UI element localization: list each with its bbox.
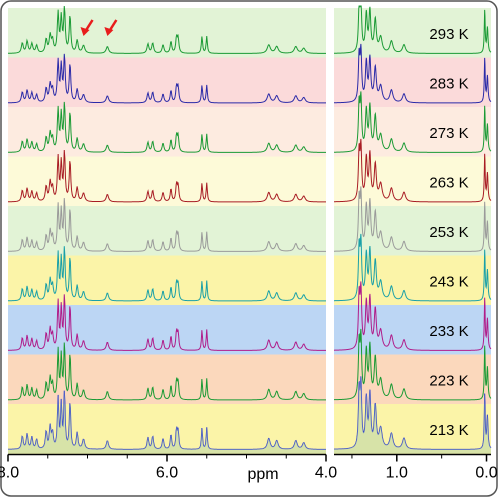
left-panel-bands [8, 8, 326, 454]
temperature-label-263: 263 K [429, 175, 468, 192]
spectrum-right-263 [333, 138, 492, 203]
left-x-axis: 8.0 6.0 4.0 [0, 453, 337, 482]
spectrum-left-263 [7, 149, 326, 203]
band-left-223 [8, 354, 326, 405]
band-right-243 [334, 255, 491, 306]
spectrum-right-243 [334, 233, 492, 302]
temperature-label-233: 233 K [429, 323, 468, 340]
temperature-label-213: 213 K [429, 422, 468, 439]
spectrum-left-233 [7, 294, 327, 351]
band-left-283 [8, 57, 326, 108]
bottom-shade-right [334, 375, 491, 454]
spectrum-right-283 [333, 43, 492, 104]
temperature-label-223: 223 K [429, 373, 468, 390]
temperature-labels: 293 K 283 K 273 K 263 K 253 K 243 K 233 K 223 K… [429, 26, 468, 439]
temperature-label-253: 253 K [429, 224, 468, 241]
annotation-arrows [80, 19, 118, 36]
right-panel-spectra [333, 5, 492, 454]
band-left-273 [8, 107, 326, 157]
spectrum-right-293 [333, 5, 492, 54]
spectrum-left-273 [7, 101, 326, 153]
tick-label-6.0: 6.0 [156, 465, 178, 482]
spectrum-right-233 [334, 281, 492, 351]
band-left-253 [8, 206, 326, 256]
tick-label-4.0: 4.0 [315, 465, 337, 482]
spectrum-right-223 [334, 328, 492, 401]
red-arrow-2 [104, 19, 118, 36]
band-left-263 [8, 156, 326, 207]
temperature-label-293: 293 K [429, 26, 468, 43]
left-panel-spectra [7, 5, 327, 454]
spectrum-left-293 [7, 5, 326, 54]
band-left-243 [8, 255, 326, 306]
tick-label-0.0: 0.0 [475, 465, 497, 482]
temperature-label-243: 243 K [429, 274, 468, 291]
tick-label-1.0: 1.0 [386, 465, 408, 482]
band-right-253 [334, 206, 491, 256]
band-left-233 [8, 305, 326, 355]
spectrum-left-243 [7, 246, 327, 302]
band-left-293 [8, 8, 326, 58]
red-arrow-1 [80, 19, 94, 36]
spectrum-right-253 [333, 186, 492, 252]
spectrum-left-283 [7, 53, 326, 104]
temperature-label-273: 273 K [429, 125, 468, 142]
bottom-shade-left [8, 390, 326, 454]
spectrum-left-223 [7, 342, 327, 401]
tick-label-8.0: 8.0 [0, 465, 19, 482]
spectrum-right-273 [333, 91, 492, 153]
temperature-label-283: 283 K [429, 76, 468, 93]
x-axis-label: ppm [247, 466, 278, 483]
spectrum-left-253 [7, 198, 326, 252]
band-right-233 [334, 305, 491, 355]
right-x-axis: 1.0 0.0 [334, 453, 498, 482]
